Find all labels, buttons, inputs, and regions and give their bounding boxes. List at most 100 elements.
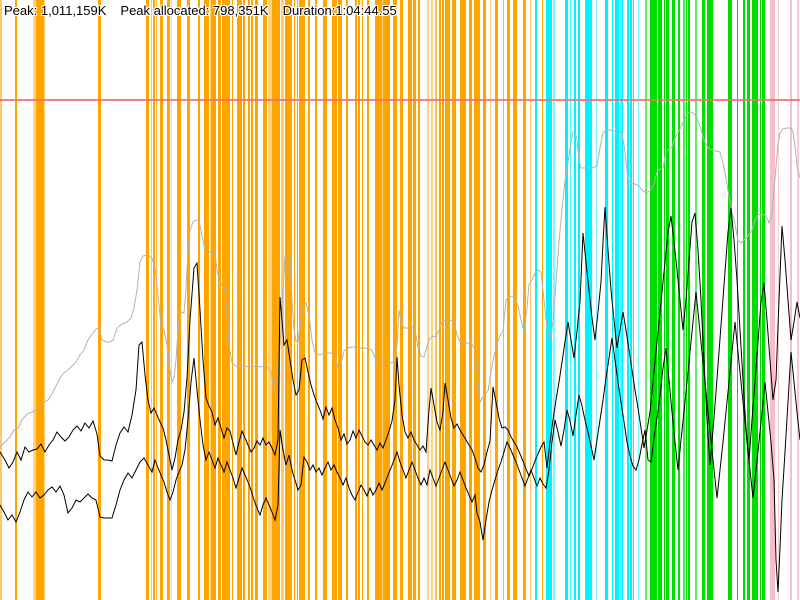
event-line-g [695, 0, 697, 600]
event-line-o [495, 0, 498, 600]
event-line-o [211, 0, 216, 600]
event-line-o [167, 0, 170, 600]
event-line-o [400, 0, 403, 600]
event-line-o [156, 0, 157, 600]
event-line-o [431, 0, 433, 600]
event-line-o [452, 0, 456, 600]
event-line-c [596, 0, 597, 600]
event-line-o [0, 0, 2, 600]
event-line-o [474, 0, 480, 600]
event-line-g [678, 0, 680, 600]
black-upper-curve [0, 206, 800, 478]
event-line-g [707, 0, 713, 600]
event-line-o [418, 0, 420, 600]
event-line-o [177, 0, 181, 600]
event-line-o [323, 0, 327, 600]
duration-label: Duration:1:04:44.55 [282, 3, 397, 18]
reference-layer [0, 99, 800, 101]
event-line-o [375, 0, 382, 600]
event-line-o [297, 0, 298, 600]
event-line-o [36, 0, 44, 600]
event-line-o [503, 0, 504, 600]
event-line-g [658, 0, 662, 600]
event-line-o [151, 0, 152, 600]
event-line-g [762, 0, 765, 600]
event-line-g [760, 0, 761, 600]
event-line-c [535, 0, 537, 600]
event-line-o [243, 0, 245, 600]
event-line-g [664, 0, 665, 600]
peak-reference-line [0, 99, 800, 101]
event-line-c [574, 0, 576, 600]
event-line-o [355, 0, 357, 600]
event-line-g [688, 0, 690, 600]
event-line-o [255, 0, 258, 600]
event-line-o [251, 0, 253, 600]
event-line-o [308, 0, 310, 600]
event-line-g [737, 0, 738, 600]
event-line-o [299, 0, 305, 600]
event-line-o [44, 0, 45, 600]
event-line-o [338, 0, 342, 600]
event-line-o [171, 0, 172, 600]
event-line-c [570, 0, 571, 600]
event-line-g [747, 0, 750, 600]
event-line-o [362, 0, 363, 600]
event-line-o [523, 0, 526, 600]
event-line-o [15, 0, 17, 600]
status-bar: Peak: 1,011,159K Peak allocated: 798,351K… [4, 3, 411, 18]
event-line-g [666, 0, 669, 600]
event-line-o [513, 0, 517, 600]
black-lower-curve [0, 291, 800, 593]
event-line-g [702, 0, 705, 600]
event-line-o [460, 0, 466, 600]
event-line-o [153, 0, 155, 600]
event-line-c [553, 0, 555, 600]
event-line-g [743, 0, 745, 600]
event-line-o [98, 0, 101, 600]
event-line-o [294, 0, 295, 600]
event-line-o [507, 0, 510, 600]
event-line-o [146, 0, 149, 600]
event-line-o [442, 0, 444, 600]
event-line-c [627, 0, 629, 600]
event-line-o [427, 0, 429, 600]
event-line-o [33, 0, 36, 600]
event-line-c [615, 0, 619, 600]
series-layer [0, 111, 800, 593]
event-line-o [187, 0, 190, 600]
peak-allocated-label: Peak allocated: 798,351K [120, 3, 269, 18]
event-line-c [638, 0, 639, 600]
event-line-o [435, 0, 437, 600]
event-line-o [210, 0, 211, 600]
event-line-c [585, 0, 592, 600]
event-line-g [672, 0, 675, 600]
gray-peak-curve [0, 111, 800, 448]
event-line-g [752, 0, 758, 600]
event-line-o [237, 0, 242, 600]
event-line-o [382, 0, 383, 600]
event-line-p [770, 0, 775, 600]
event-line-g [645, 0, 647, 600]
event-line-g [650, 0, 657, 600]
event-line-o [445, 0, 450, 600]
event-line-o [358, 0, 360, 600]
event-line-o [272, 0, 280, 600]
event-line-o [408, 0, 412, 600]
event-line-o [469, 0, 472, 600]
event-line-g [728, 0, 732, 600]
event-line-o [393, 0, 397, 600]
event-line-o [160, 0, 163, 600]
event-line-c [546, 0, 552, 600]
event-line-o [332, 0, 337, 600]
event-line-c [565, 0, 568, 600]
event-line-o [413, 0, 416, 600]
event-line-c [622, 0, 623, 600]
event-line-o [315, 0, 317, 600]
event-line-c [630, 0, 632, 600]
event-line-o [263, 0, 267, 600]
event-line-o [204, 0, 209, 600]
